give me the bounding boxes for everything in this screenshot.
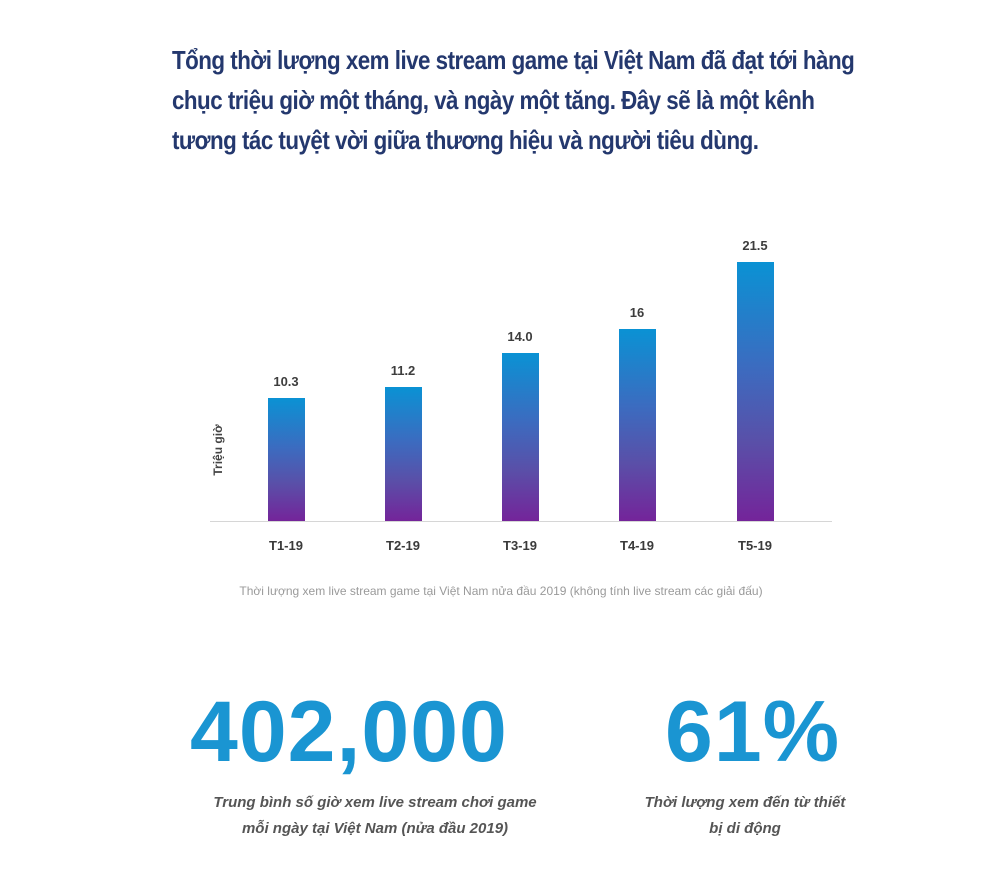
headline: Tổng thời lượng xem live stream game tại… <box>172 45 855 155</box>
y-axis-label: Triệu giờ <box>211 424 225 476</box>
x-tick-t3: T3-19 <box>503 538 537 553</box>
data-label-t5: 21.5 <box>742 238 768 253</box>
stat-mobile-line1: Thời lượng xem đến từ thiết <box>644 794 846 811</box>
data-label-t2: 11.2 <box>390 363 416 378</box>
x-tick-t2: T2-19 <box>386 538 420 553</box>
bar-t3 <box>502 353 539 521</box>
stat-hours-line1: Trung bình số giờ xem live stream chơi g… <box>213 794 537 811</box>
bar-chart: Triệu giờ 10.3 T1-19 11.2 T2-19 14.0 T3-… <box>210 238 832 598</box>
bar-t2 <box>385 387 422 521</box>
stat-mobile-line2: bị di động <box>709 820 781 837</box>
stat-mobile-value: 61% <box>665 684 841 780</box>
stat-hours-description: Trung bình số giờ xem live stream chơi g… <box>180 790 570 842</box>
data-label-t1: 10.3 <box>273 374 299 389</box>
stat-hours-value: 402,000 <box>190 684 508 780</box>
bar-t4 <box>619 329 656 521</box>
stat-mobile-description: Thời lượng xem đến từ thiết bị di động <box>620 790 870 842</box>
x-tick-t5: T5-19 <box>738 538 772 553</box>
x-tick-t4: T4-19 <box>620 538 654 553</box>
bar-t1 <box>268 398 305 521</box>
bar-t5 <box>737 262 774 521</box>
stat-hours-line2: mỗi ngày tại Việt Nam (nửa đầu 2019) <box>241 820 509 837</box>
chart-caption: Thời lượng xem live stream game tại Việt… <box>239 584 763 598</box>
x-tick-t1: T1-19 <box>269 538 303 553</box>
data-label-t3: 14.0 <box>507 329 533 344</box>
data-label-t4: 16 <box>629 305 645 320</box>
x-axis-line <box>210 521 832 522</box>
